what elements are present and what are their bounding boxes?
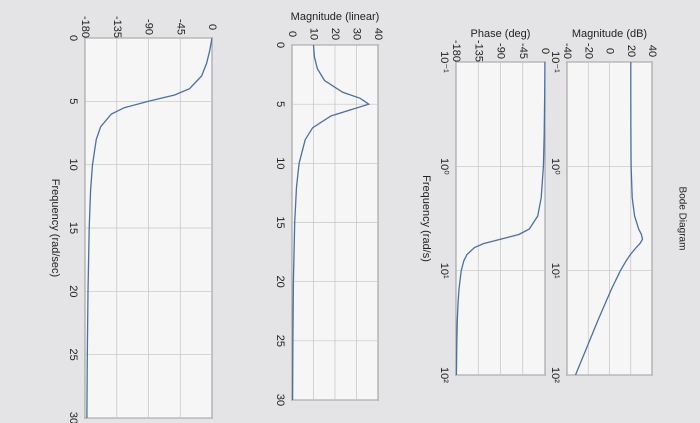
x-tick-label: 0: [274, 42, 286, 48]
x-tick-label: 10: [67, 159, 79, 171]
y-tick-label: -40: [561, 43, 573, 59]
y-tick-label: 0: [206, 24, 218, 30]
y-tick-label: 20: [329, 28, 341, 40]
x-tick-label: 30: [274, 394, 286, 406]
x-tick-label: 5: [274, 101, 286, 107]
curve: [574, 62, 644, 376]
y-tick-label: 40: [372, 28, 384, 40]
x-tick-label: 15: [274, 216, 286, 228]
x-tick-label: 5: [67, 98, 79, 104]
y-axis-label: Phase (deg): [471, 28, 531, 40]
x-tick-label: 10⁰: [438, 158, 450, 175]
curve: [455, 61, 546, 376]
y-tick-label: -90: [495, 43, 507, 59]
x-tick-label: 10: [274, 157, 286, 169]
curve: [291, 44, 371, 401]
y-tick-label: 0: [539, 48, 551, 54]
y-tick-label: -20: [582, 43, 594, 59]
y-tick-label: -45: [174, 19, 186, 35]
y-tick-label: 40: [646, 45, 658, 57]
curve: [86, 37, 213, 419]
x-tick-label: 10¹: [549, 263, 561, 279]
y-axis-label: Magnitude (linear): [291, 11, 380, 23]
x-tick-label: 0: [67, 35, 79, 41]
x-axis-label: Frequency (rad/s): [420, 175, 432, 262]
y-tick-label: 30: [351, 28, 363, 40]
y-tick-label: -180: [79, 16, 91, 38]
y-tick-label: 20: [625, 45, 637, 57]
x-tick-label: 20: [67, 285, 79, 297]
y-tick-label: -45: [517, 43, 529, 59]
x-tick-label: 30: [67, 412, 79, 423]
x-axis-label: Frequency (rad/sec): [49, 179, 61, 277]
y-axis-label: Magnitude (dB): [572, 28, 647, 40]
y-tick-label: 0: [604, 48, 616, 54]
x-tick-label: 25: [274, 335, 286, 347]
x-tick-label: 10⁻¹: [438, 51, 450, 73]
x-tick-label: 10⁻¹: [549, 51, 561, 73]
y-tick-label: 0: [286, 31, 298, 37]
x-tick-label: 25: [67, 349, 79, 361]
y-tick-label: 10: [308, 28, 320, 40]
x-tick-label: 15: [67, 222, 79, 234]
x-tick-label: 10⁰: [549, 158, 561, 175]
x-tick-label: 10¹: [438, 263, 450, 279]
x-tick-label: 20: [274, 276, 286, 288]
chart-title: Bode Diagram: [676, 187, 687, 251]
x-tick-label: 10²: [549, 367, 561, 383]
x-tick-label: 10²: [438, 367, 450, 383]
y-tick-label: -135: [111, 16, 123, 38]
y-tick-label: -90: [143, 19, 155, 35]
y-tick-label: -135: [472, 40, 484, 62]
y-tick-label: -180: [450, 40, 462, 62]
